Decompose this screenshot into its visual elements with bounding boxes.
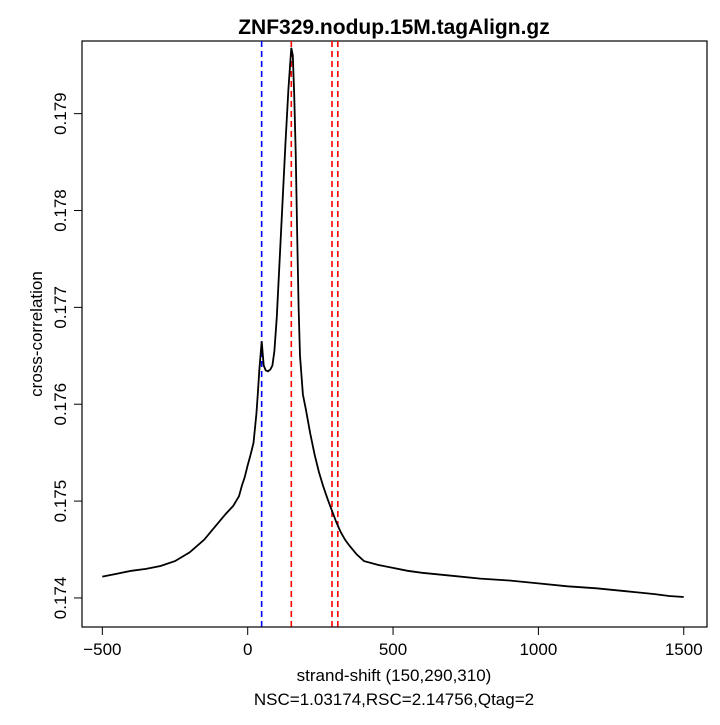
y-tick-label: 0.177	[51, 286, 70, 329]
y-tick-label: 0.178	[51, 189, 70, 232]
x-tick-label: −500	[83, 640, 121, 659]
y-tick-label: 0.176	[51, 383, 70, 426]
x-tick-label: 1000	[519, 640, 557, 659]
x-tick-label: 500	[379, 640, 407, 659]
x-axis-label: strand-shift (150,290,310)	[297, 666, 492, 685]
x-tick-label: 0	[243, 640, 252, 659]
chart-title: ZNF329.nodup.15M.tagAlign.gz	[238, 16, 550, 39]
y-axis-label: cross-correlation	[27, 271, 46, 397]
y-tick-label: 0.174	[51, 577, 70, 620]
plot-frame	[81, 40, 708, 628]
y-tick-label: 0.175	[51, 480, 70, 523]
y-tick-label: 0.179	[51, 92, 70, 135]
x-tick-label: 1500	[665, 640, 703, 659]
chart-subtitle: NSC=1.03174,RSC=2.14756,Qtag=2	[254, 690, 534, 709]
series-line	[102, 47, 684, 598]
